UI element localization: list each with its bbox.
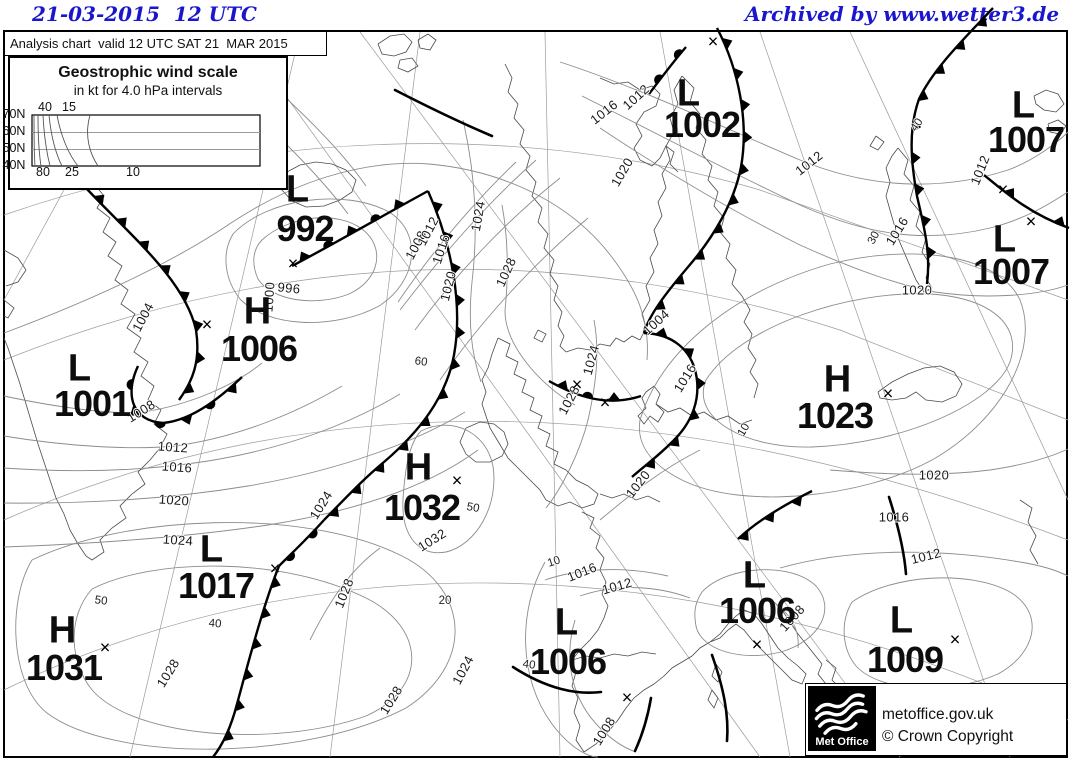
metoffice-footer-box: Met Office metoffice.gov.uk © Crown Copy… [805, 683, 1067, 756]
isobar-lines [3, 61, 1069, 758]
wind-scale-subtitle: in kt for 4.0 hPa intervals [73, 83, 223, 98]
analysis-validity-box: Analysis chart valid 12 UTC SAT 21 MAR 2… [4, 31, 327, 56]
weather-fronts [85, 7, 1070, 758]
graticule-lines [3, 31, 1069, 758]
metoffice-waves-icon [814, 693, 868, 735]
geostrophic-wind-scale-box: Geostrophic wind scale in kt for 4.0 hPa… [8, 56, 288, 190]
trough-lines [393, 88, 908, 753]
crown-copyright-label: © Crown Copyright [882, 728, 1014, 745]
chart-datetime-label: 21-03-2015 12 UTC [32, 2, 257, 26]
metoffice-url-label: metoffice.gov.uk [882, 706, 994, 723]
wind-scale-title: Geostrophic wind scale [58, 64, 238, 81]
archive-source-label: Archived by www.wetter3.de [745, 2, 1060, 26]
coastlines [3, 33, 1067, 753]
wind-scale-diagram [31, 114, 261, 167]
metoffice-logo: Met Office [808, 686, 876, 751]
metoffice-logo-label: Met Office [815, 736, 869, 748]
